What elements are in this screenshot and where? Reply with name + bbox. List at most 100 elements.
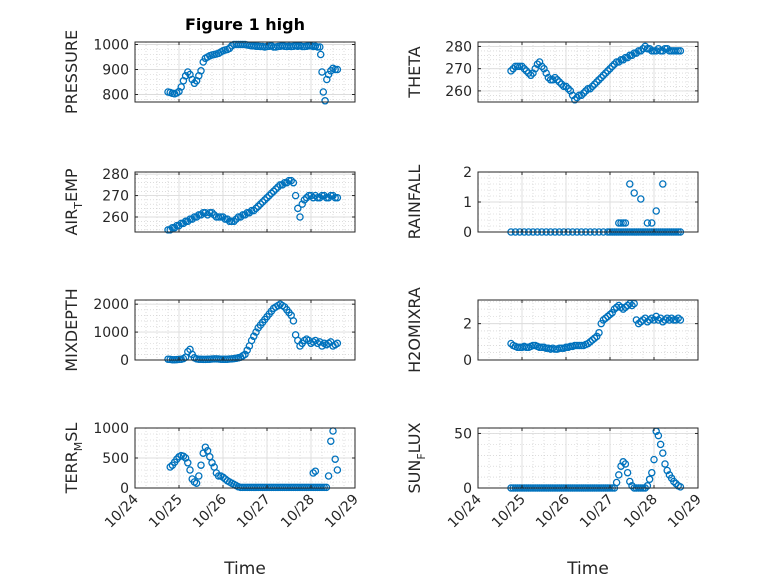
data-point [632,49,641,57]
data-point [241,211,249,219]
data-point [318,483,326,492]
data-point [186,466,194,474]
data-point [628,482,636,490]
subplot-theta: 260 270 280 THETA [405,39,699,104]
y-tick-label: 2 [463,165,472,181]
data-point [208,459,216,467]
axes-box [477,299,699,361]
data-point [513,62,522,71]
data-point [232,215,240,223]
x-tick-label: 10/27 [577,492,617,532]
data-point [285,176,293,185]
y-axis-label: SUNFLUX [405,422,428,493]
data-point [522,67,531,75]
data-point [595,328,603,337]
data-point [190,213,199,221]
data-point [327,191,335,200]
data-point [181,217,190,226]
data-point [674,314,682,322]
data-point [280,178,289,187]
data-point [179,219,188,228]
data-point [329,191,337,200]
y-tick-label: 0 [463,481,472,497]
grid-air_temp [134,172,356,232]
data-point [276,181,284,189]
data-point [645,44,654,53]
data-point [604,312,612,321]
data-point [192,479,201,487]
y-tick-label: 280 [445,39,472,55]
data-point [533,60,542,68]
data-point [626,477,634,486]
data-point [311,467,320,475]
data-point [593,332,601,341]
data-point [540,64,548,73]
data-point [612,58,621,66]
x-tick-label: 10/28 [278,492,318,532]
series-terr_msl [166,427,342,492]
data-point [230,217,238,226]
data-point [524,69,533,77]
data-point [621,460,630,468]
x-tick-label: 10/26 [533,491,573,531]
y-axis-label: THETA [405,46,424,98]
data-point [623,468,632,477]
y-tick-label: 50 [454,426,472,442]
data-point [652,207,660,215]
data-point [206,453,214,461]
data-point [659,180,667,188]
data-point [619,458,627,466]
data-point [168,223,177,232]
data-point [562,82,570,91]
data-point [529,341,537,350]
data-point [243,208,251,217]
data-point [239,211,247,219]
y-tick-label: 2 [463,317,472,333]
x-tick-label: 10/29 [322,492,362,532]
data-point [637,195,645,203]
data-point [333,65,342,74]
data-point [184,459,192,467]
data-point [621,219,630,227]
data-point [243,346,251,354]
data-point [177,83,185,91]
data-point [289,317,298,325]
data-point [628,301,636,310]
data-point [672,47,680,55]
data-point [672,316,680,324]
data-point [331,455,339,463]
data-point [195,211,203,219]
data-point [628,51,636,60]
data-point [615,301,623,310]
data-point [225,217,234,226]
data-point [258,198,267,206]
data-point [522,343,531,352]
subplot-terr_msl: 0 500 1000 10/24 10/25 10/26 10/27 10/28 10/29 TE… [62,421,362,531]
data-point [316,43,324,51]
data-point [553,76,561,84]
data-point [287,176,295,185]
data-point [597,73,605,82]
data-point [608,62,616,71]
y-axis-label: H2OMIXRA [405,287,424,373]
data-point [566,87,575,95]
data-point [322,193,331,202]
data-point [166,226,174,234]
data-point [173,221,181,230]
data-point [199,58,207,66]
data-point [661,460,669,468]
data-point [250,332,258,341]
data-point [184,217,192,226]
data-point [610,60,619,68]
data-point [549,76,557,84]
axes-box [134,171,356,233]
data-point [274,183,282,191]
subplot-mixdepth: 0 1000 2000 MIXDEPTH [62,288,356,372]
y-tick-label: 260 [445,84,472,100]
series-h2omixra [507,299,685,353]
data-point [164,226,172,234]
data-point [250,206,258,215]
series-pressure [164,40,342,105]
data-point [186,215,194,223]
data-point [630,49,638,57]
